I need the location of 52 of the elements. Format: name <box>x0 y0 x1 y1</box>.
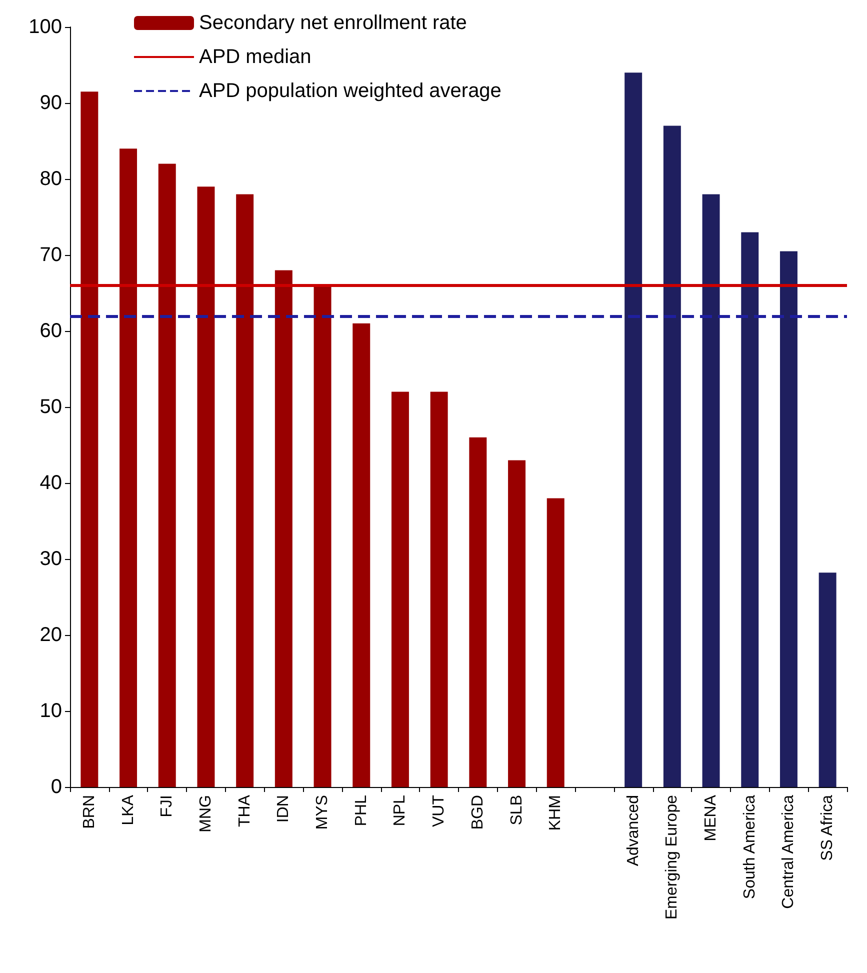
bar <box>391 392 409 787</box>
x-tick-label: KHM <box>547 795 564 831</box>
x-tick-label: MNG <box>197 795 214 832</box>
x-tick-label: South America <box>741 794 758 900</box>
legend-label: APD population weighted average <box>199 80 502 102</box>
bar <box>352 323 370 787</box>
y-tick-label: 40 <box>40 472 62 494</box>
x-tick-label: SLB <box>508 795 526 826</box>
bar <box>469 437 487 787</box>
bar <box>120 148 138 787</box>
y-tick-label: 10 <box>40 700 62 722</box>
y-tick-label: 80 <box>40 168 62 190</box>
bar <box>741 232 759 787</box>
x-tick-label: BGD <box>469 795 486 830</box>
x-tick-label: LKA <box>120 794 137 826</box>
bar <box>80 92 98 787</box>
x-tick-label: MENA <box>702 794 720 842</box>
legend-label: Secondary net enrollment rate <box>199 12 467 34</box>
x-tick-label: BRN <box>80 795 98 829</box>
x-tick-label: PHL <box>352 794 370 826</box>
bar <box>663 126 681 787</box>
x-tick-label: Emerging Europe <box>664 794 681 920</box>
y-tick-label: 30 <box>40 548 62 570</box>
x-tick-label: Central America <box>780 794 798 909</box>
bar <box>236 194 254 787</box>
bar <box>546 498 564 787</box>
x-tick-label: Advanced <box>624 795 642 866</box>
x-tick-label: FJI <box>158 795 176 818</box>
y-tick-label: 90 <box>40 92 62 114</box>
x-tick-label: NPL <box>392 794 409 826</box>
bar <box>158 164 176 787</box>
y-tick-label: 0 <box>50 776 62 798</box>
x-tick-label: SS Africa <box>819 794 836 861</box>
y-tick-label: 60 <box>40 320 62 342</box>
x-tick-label: VUT <box>430 794 448 827</box>
bar <box>702 194 720 787</box>
y-tick-label: 100 <box>28 16 62 38</box>
legend-label: APD median <box>199 46 312 68</box>
y-tick-label: 50 <box>40 396 62 418</box>
bar <box>430 392 448 787</box>
y-tick-label: 70 <box>40 244 62 266</box>
bar <box>274 270 292 787</box>
bar <box>197 186 215 787</box>
bar <box>624 72 642 787</box>
bar <box>780 251 798 787</box>
bar <box>508 460 526 787</box>
bar <box>314 285 332 787</box>
x-tick-label: THA <box>236 794 254 827</box>
x-tick-label: MYS <box>314 795 332 830</box>
y-tick-label: 20 <box>40 624 62 646</box>
bar <box>818 572 836 787</box>
x-tick-label: IDN <box>275 795 292 823</box>
